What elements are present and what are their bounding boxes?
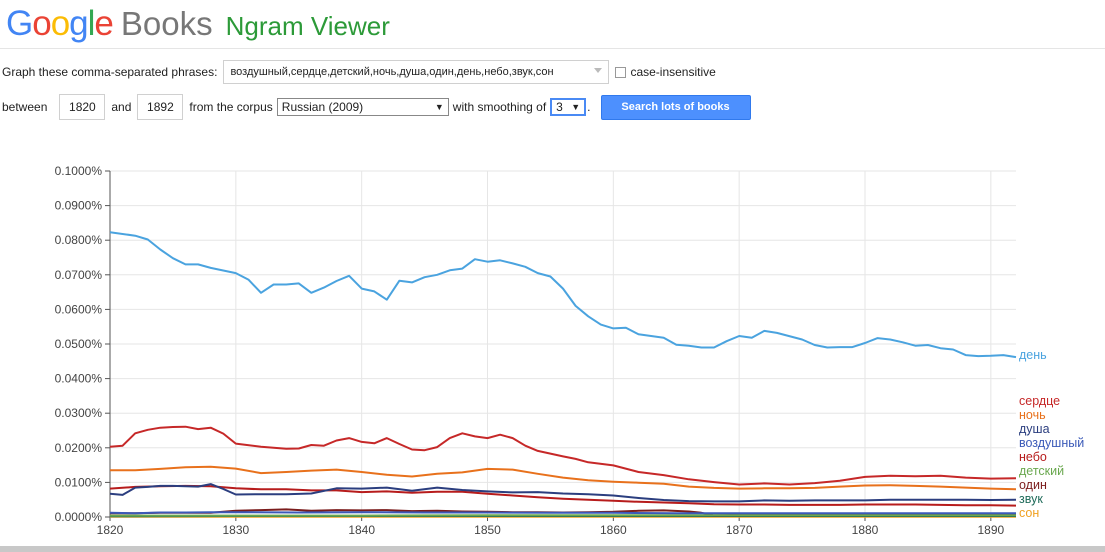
series-line-воздушный xyxy=(109,511,1016,515)
x-tick-label: 1860 xyxy=(600,523,627,537)
chart-series xyxy=(109,231,1017,518)
y-tick-label: 0.0900% xyxy=(55,199,103,213)
legend-label: небо xyxy=(1019,450,1047,464)
series-line-сердце xyxy=(109,425,1017,486)
corpus-select[interactable]: Russian (2009) ▼ xyxy=(276,98,449,116)
dropdown-arrow-icon: ▼ xyxy=(571,102,581,112)
series-line-душа xyxy=(109,483,1017,503)
chart-grid xyxy=(105,170,1016,521)
x-tick-label: 1820 xyxy=(97,523,124,537)
period-text: . xyxy=(587,100,591,114)
y-axis-labels: 0.0000% 0.0100% 0.0200% 0.0300% 0.0400% 0.050… xyxy=(55,164,103,524)
corpus-select-value: Russian (2009) xyxy=(281,100,364,114)
x-tick-label: 1850 xyxy=(474,523,501,537)
phrases-input[interactable]: воздушный,сердце,детский,ночь,душа,один,… xyxy=(223,60,610,84)
app-header: Google Books Ngram Viewer xyxy=(6,4,390,48)
graph-phrases-label: Graph these comma-separated phrases: xyxy=(2,65,218,79)
logo-letter: o xyxy=(50,4,70,43)
x-tick-label: 1870 xyxy=(726,523,753,537)
search-books-button[interactable]: Search lots of books xyxy=(600,94,751,120)
case-insensitive-checkbox[interactable] xyxy=(615,66,627,78)
smoothing-label: with smoothing of xyxy=(452,100,547,114)
y-tick-label: 0.1000% xyxy=(55,164,103,178)
legend-label: звук xyxy=(1019,492,1043,506)
y-tick-label: 0.0600% xyxy=(55,302,103,316)
dropdown-arrow-icon: ▼ xyxy=(434,102,444,112)
y-tick-label: 0.0200% xyxy=(55,441,103,455)
x-tick-label: 1880 xyxy=(852,523,879,537)
year-start-input[interactable]: 1820 xyxy=(59,94,106,120)
legend-label: душа xyxy=(1019,422,1050,436)
app-title: Ngram Viewer xyxy=(225,11,390,41)
y-tick-label: 0.0700% xyxy=(55,268,103,282)
y-tick-label: 0.0000% xyxy=(55,510,103,524)
horizontal-scrollbar[interactable] xyxy=(0,546,1105,552)
chart-legend: день сердценочьдушавоздушныйнебодетскийод… xyxy=(1019,348,1084,520)
chevron-down-icon[interactable] xyxy=(594,68,603,73)
logo-letter: o xyxy=(32,4,51,43)
and-label: and xyxy=(111,100,132,114)
logo-letter: G xyxy=(6,4,33,43)
y-tick-label: 0.0800% xyxy=(55,233,103,247)
between-label: between xyxy=(2,100,48,114)
y-tick-label: 0.0500% xyxy=(55,337,103,351)
y-tick-label: 0.0100% xyxy=(55,475,103,489)
corpus-label: from the corpus xyxy=(189,100,273,114)
case-insensitive-label[interactable]: case-insensitive xyxy=(630,65,716,79)
smoothing-select-value: 3 xyxy=(556,100,563,114)
x-tick-label: 1840 xyxy=(348,523,375,537)
legend-label: один xyxy=(1019,478,1047,492)
x-axis-labels: 1820 1830 1840 1850 1860 1870 1880 1890 xyxy=(97,523,1005,537)
header-divider xyxy=(0,48,1105,49)
phrases-input-value: воздушный,сердце,детский,ночь,душа,один,… xyxy=(230,66,554,78)
range-row: between 1820 and 1892 from the corpus Ru… xyxy=(2,94,751,120)
y-tick-label: 0.0300% xyxy=(55,406,103,420)
x-tick-label: 1890 xyxy=(977,523,1004,537)
series-line-день xyxy=(109,231,1017,359)
smoothing-select[interactable]: 3 ▼ xyxy=(550,98,587,116)
year-end-input[interactable]: 1892 xyxy=(137,94,184,120)
series-line-ночь xyxy=(110,465,1017,491)
legend-label: сон xyxy=(1019,506,1039,520)
legend-label: воздушный xyxy=(1019,436,1084,450)
logo-letter: l xyxy=(87,4,96,43)
legend-label: ночь xyxy=(1019,408,1046,422)
legend-label: день xyxy=(1019,348,1047,362)
legend-label: детский xyxy=(1019,464,1064,478)
google-logo[interactable]: Google xyxy=(6,4,114,44)
legend-label: сердце xyxy=(1019,394,1060,408)
y-tick-label: 0.0400% xyxy=(55,372,103,386)
books-wordmark: Books xyxy=(120,5,213,42)
phrases-row: Graph these comma-separated phrases: воз… xyxy=(2,59,716,85)
series-line-небо xyxy=(109,484,1017,507)
logo-letter: g xyxy=(69,4,88,43)
logo-letter: e xyxy=(94,4,113,43)
x-tick-label: 1830 xyxy=(222,523,249,537)
